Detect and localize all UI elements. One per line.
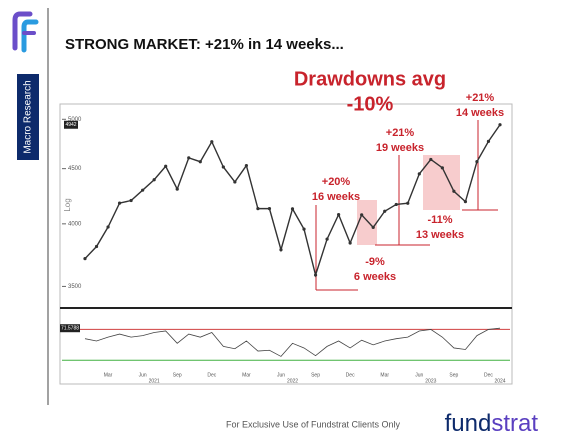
chart-frame — [59, 103, 513, 385]
price-point — [360, 213, 364, 217]
price-point — [83, 257, 87, 261]
x-tick-label: Sep — [173, 372, 182, 378]
x-tick-label: Dec — [484, 372, 493, 378]
brand-b: strat — [491, 410, 538, 437]
price-point — [417, 172, 421, 176]
price-point — [475, 160, 479, 164]
price-point — [429, 157, 433, 162]
last-price-tag — [64, 120, 78, 129]
annotation-label: +21% — [386, 127, 415, 139]
last-price-label: 4942 — [65, 122, 76, 128]
price-point — [325, 237, 329, 241]
rsi-line — [84, 327, 501, 357]
logo — [12, 11, 39, 53]
price-point — [371, 225, 375, 229]
annotation-sublabel: 19 weeks — [376, 142, 424, 154]
x-tick-label: Dec — [207, 372, 216, 378]
x-year-label: 2023 — [425, 378, 436, 384]
brand-a: fund — [445, 410, 492, 437]
annotation-sublabel: 13 weeks — [416, 229, 464, 241]
price-point — [198, 160, 202, 164]
price-point — [175, 187, 179, 191]
price-point — [129, 198, 133, 203]
price-point — [117, 201, 122, 205]
title: STRONG MARKET: +21% in 14 weeks... — [65, 36, 344, 53]
price-point — [187, 156, 191, 160]
price-point — [106, 225, 110, 229]
price-point — [152, 178, 156, 182]
x-tick-label: Jun — [139, 372, 147, 378]
price-point — [279, 248, 283, 252]
price-point — [337, 212, 341, 217]
price-point — [452, 189, 456, 193]
price-point — [440, 166, 444, 170]
price-point — [233, 180, 237, 184]
price-point — [141, 188, 145, 192]
price-point — [94, 244, 99, 249]
x-tick-label: Jun — [415, 372, 423, 378]
rsi-last-label: 71.5788 — [61, 326, 79, 332]
annotation-sublabel: 6 weeks — [354, 271, 396, 283]
annotation-label: +21% — [466, 92, 495, 104]
x-year-label: 2021 — [149, 378, 160, 384]
rsi-tag — [60, 324, 80, 333]
price-point — [348, 241, 352, 245]
price-point — [256, 207, 260, 211]
y-tick-label: 4500 — [68, 166, 82, 172]
annotation-sublabel: 14 weeks — [456, 107, 504, 119]
x-tick-label: Mar — [242, 372, 251, 378]
price-point — [164, 164, 168, 168]
x-tick-label: Sep — [449, 372, 458, 378]
price-point — [313, 273, 318, 277]
price-point — [498, 123, 502, 127]
annotation-lines — [315, 120, 498, 291]
side-label: Macro Research — [23, 80, 34, 153]
x-year-label: 2022 — [287, 378, 298, 384]
price-point — [221, 165, 225, 169]
price-point — [290, 207, 295, 211]
drawdown-box — [357, 200, 377, 245]
annotation-label: -9% — [365, 256, 385, 268]
price-point — [267, 207, 272, 211]
price-point — [463, 200, 468, 204]
price-point — [244, 163, 248, 168]
brand: fundstrat — [445, 410, 539, 437]
x-tick-label: Dec — [346, 372, 355, 378]
price-point — [302, 227, 306, 231]
drawdown-box — [423, 155, 460, 210]
price-point — [486, 139, 491, 143]
x-tick-label: Mar — [380, 372, 389, 378]
annotation-title: Drawdowns avg — [294, 68, 446, 90]
price-point — [394, 202, 398, 207]
price-point — [383, 209, 387, 213]
annotation-value: -10% — [347, 93, 394, 115]
price-point — [210, 140, 214, 144]
annotation-label: -11% — [427, 214, 452, 226]
annotation-label: +20% — [322, 176, 351, 188]
x-tick-label: Jun — [277, 372, 285, 378]
y-tick-label: 5000 — [68, 117, 82, 123]
x-tick-label: Sep — [311, 372, 320, 378]
y-axis-label: Log — [63, 198, 72, 211]
footer-note: For Exclusive Use of Fundstrat Clients O… — [226, 419, 401, 429]
x-tick-label: Mar — [104, 372, 113, 378]
x-year-label: 2024 — [494, 378, 505, 384]
annotation-sublabel: 16 weeks — [312, 191, 360, 203]
price-point — [406, 201, 410, 205]
y-tick-label: 3500 — [68, 284, 82, 290]
y-tick-label: 4000 — [68, 221, 82, 227]
side-badge — [17, 74, 39, 160]
